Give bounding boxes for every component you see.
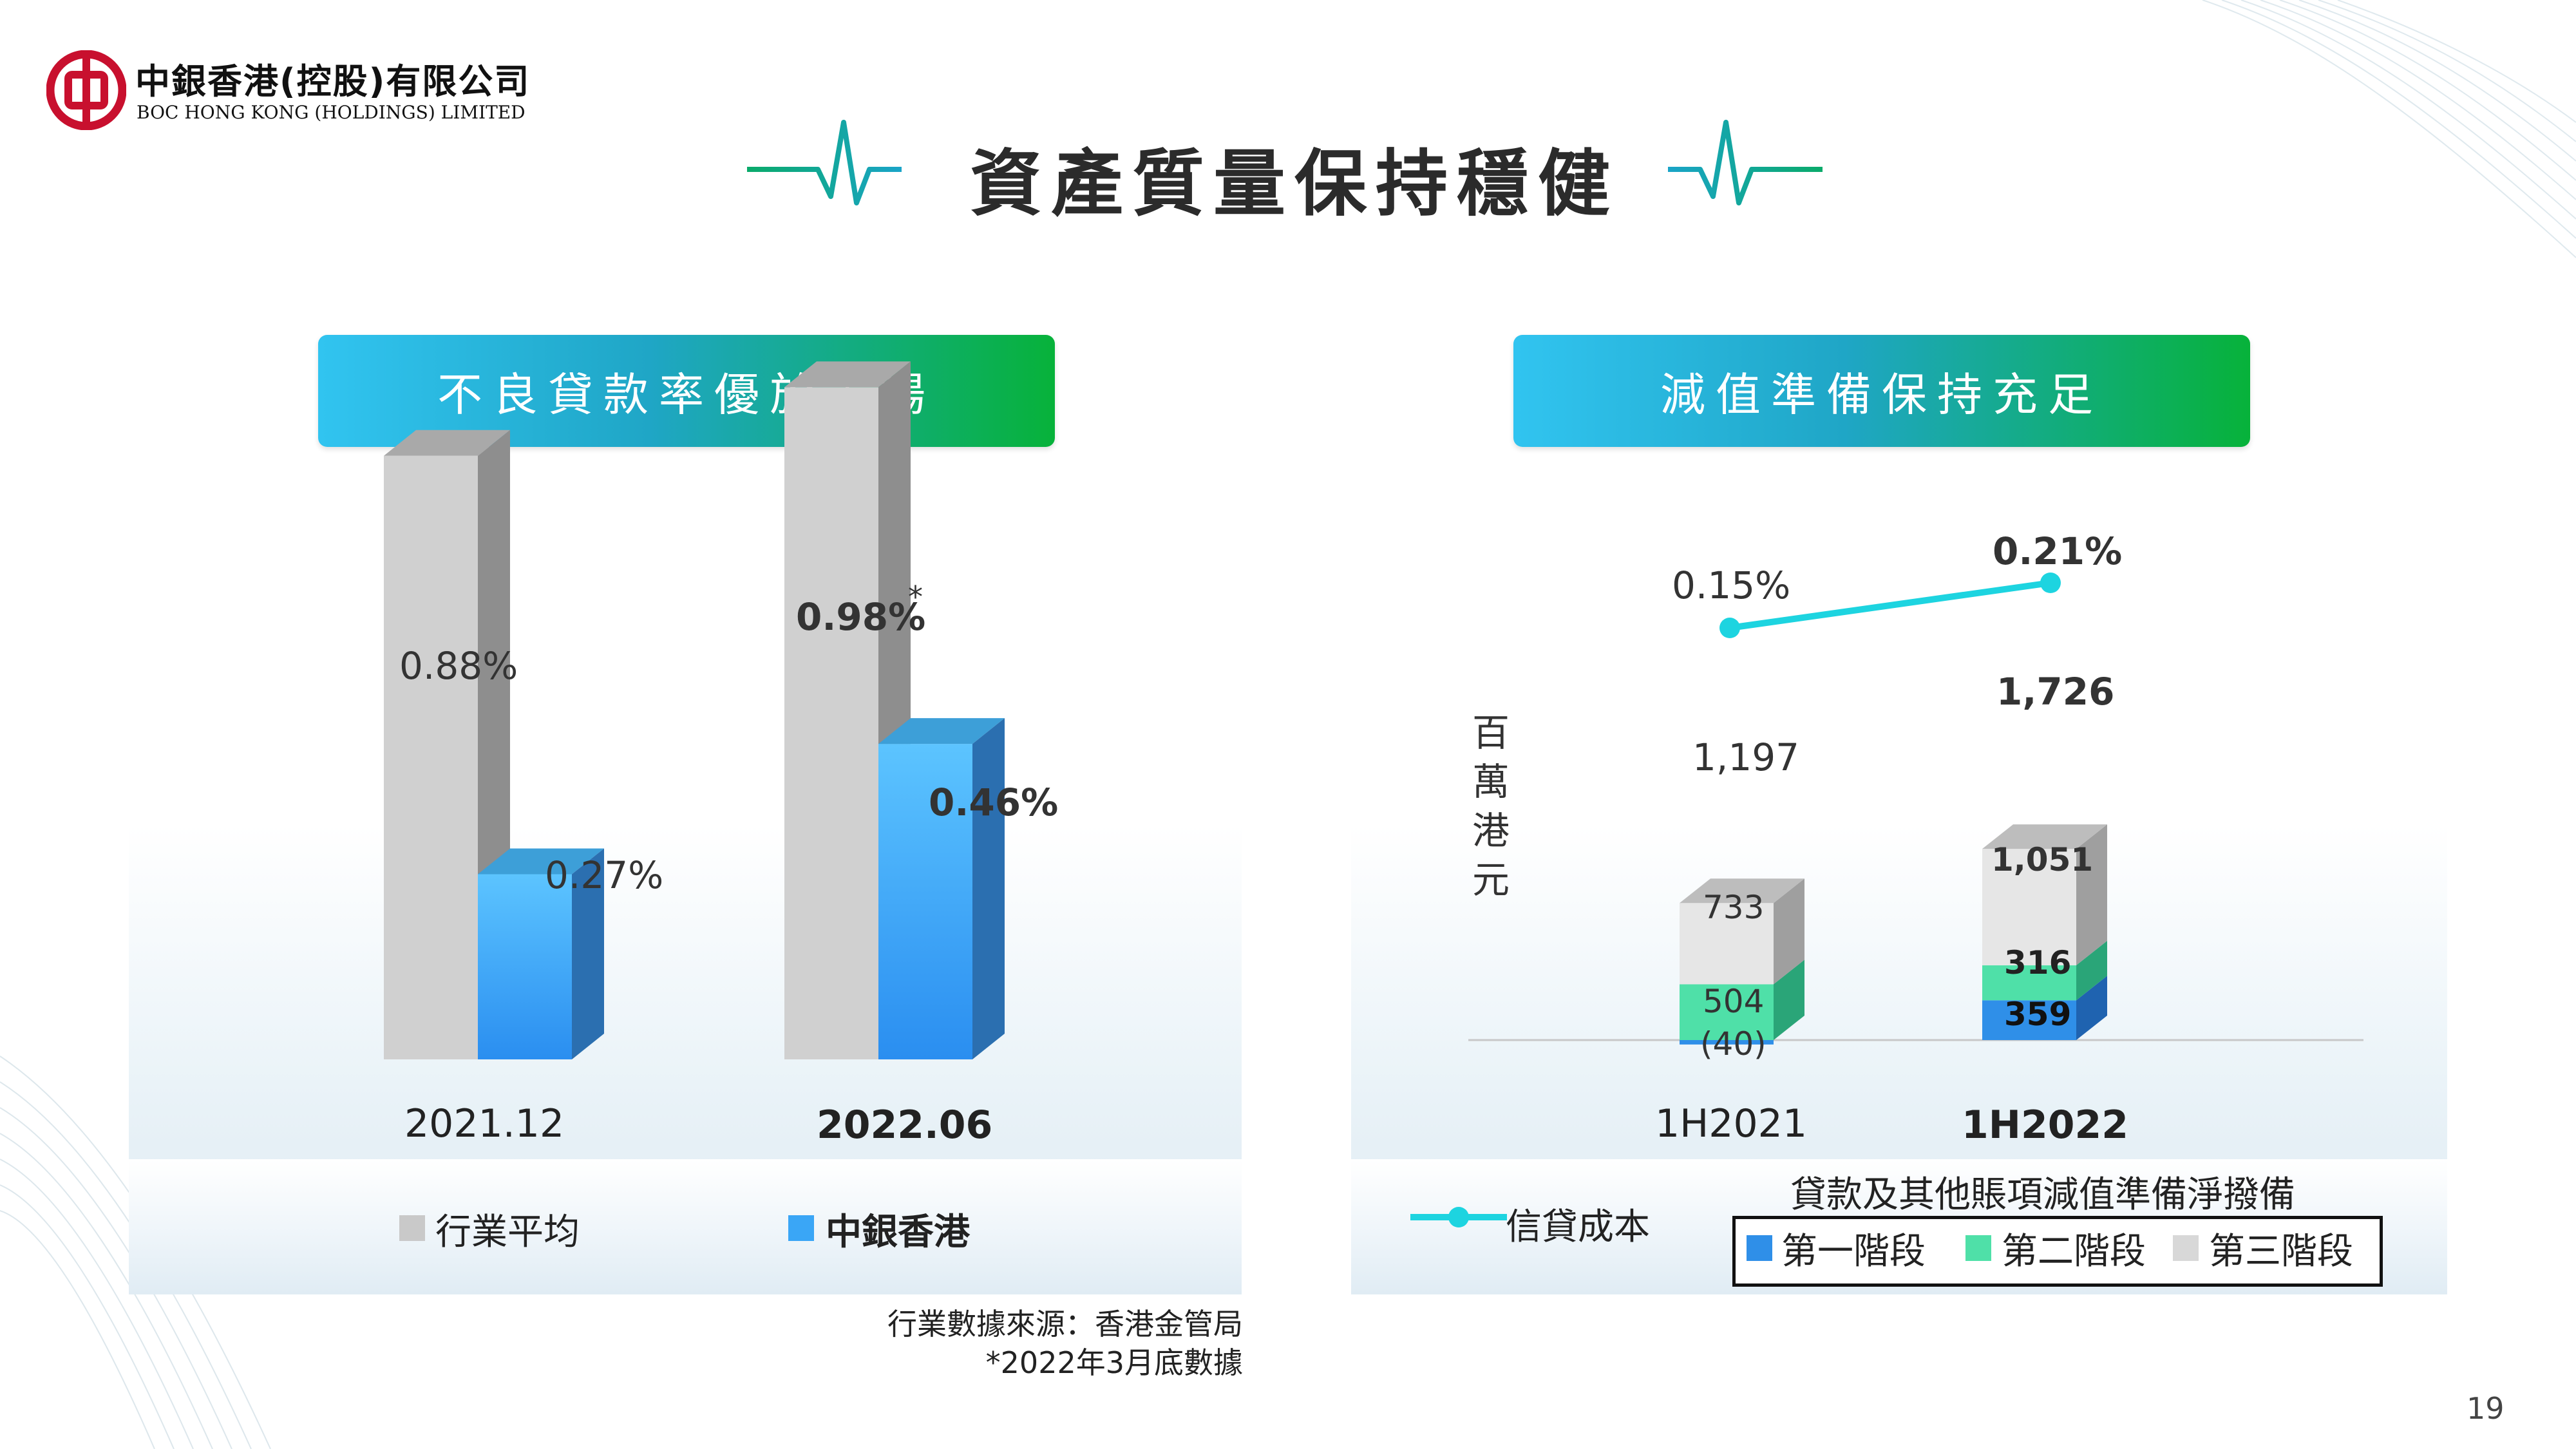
legend-credit-cost-label: 信貸成本 (1506, 1206, 1650, 1248)
legend-stage3-label: 第三階段 (2209, 1231, 2353, 1273)
pulse-icon-right (1668, 120, 1823, 205)
imp-stage2-bar-1H2022 (1982, 940, 2107, 1001)
npl-legend-strip (129, 1159, 1242, 1294)
total-1h2022-label: 1,726 (1996, 670, 2115, 714)
brand-name-cn: 中銀香港(控股)有限公司 (135, 61, 531, 102)
legend-stage2-label: 第二階段 (2002, 1231, 2146, 1273)
npl-section-banner: 不良貸款率優於市場 (318, 335, 1055, 447)
legend-credit-cost-line-icon (1410, 1207, 1507, 1227)
legend-stage2-swatch (1965, 1235, 1991, 1261)
npl-category-2022: 2022.06 (817, 1103, 993, 1148)
legend-industry-swatch (399, 1215, 425, 1241)
npl-bochk-2022-label: 0.46% (929, 781, 1059, 824)
stage1-1h2021-label: (40) (1700, 1025, 1766, 1063)
brand-name-en: BOC HONG KONG (HOLDINGS) LIMITED (137, 102, 526, 123)
total-1h2021-label: 1,197 (1692, 735, 1800, 779)
footnote-star: *2022年3月底數據 (985, 1345, 1243, 1380)
legend-impairment-title: 貸款及其他賬項減值準備淨撥備 (1790, 1174, 2295, 1216)
y-axis-unit-label: 百萬港元 (1472, 711, 1510, 902)
credit-cost-line (1729, 580, 2051, 631)
impairment-section-banner: 減值準備保持充足 (1513, 335, 2250, 447)
credit-cost-point-1H2022 (2040, 573, 2061, 593)
stage2-1h2022-label: 316 (2004, 944, 2072, 981)
npl-bochk-bar-2021.12 (478, 848, 604, 1059)
legend-bochk-label: 中銀香港 (826, 1211, 970, 1253)
decorative-wave-top-right (2202, 0, 2576, 258)
boc-logo-icon (46, 50, 126, 130)
npl-bochk-2021-label: 0.27% (545, 853, 664, 897)
imp-stage1-bar-1H2022 (1982, 976, 2107, 1040)
legend-stage3-swatch (2173, 1235, 2199, 1261)
legend-bochk-swatch (788, 1215, 814, 1241)
legend-stage1-label: 第一階段 (1781, 1231, 1926, 1273)
npl-industry-2022-label: 0.98% (796, 595, 926, 639)
decorative-wave-bottom-left (0, 1056, 271, 1449)
imp-stage1-bar-1H2021 (1680, 1040, 1774, 1045)
imp-category-1h2022: 1H2022 (1962, 1103, 2128, 1148)
npl-industry-2021-label: 0.88% (399, 644, 518, 688)
footnote-source: 行業數據來源：香港金管局 (887, 1307, 1243, 1341)
stage1-1h2022-label: 359 (2004, 996, 2072, 1033)
stage3-1h2021-label: 733 (1703, 889, 1765, 926)
credit-cost-point-1H2021 (1719, 618, 1740, 638)
npl-star-annotation: * (908, 580, 923, 614)
credit-cost-1h2022-label: 0.21% (1993, 529, 2123, 573)
imp-stage3-bar-1H2022 (1982, 824, 2107, 965)
stage3-1h2022-label: 1,051 (1991, 841, 2094, 878)
credit-cost-1h2021-label: 0.15% (1672, 564, 1791, 607)
npl-category-2021: 2021.12 (404, 1101, 565, 1146)
stage-legend-box (1732, 1216, 2383, 1287)
page-title: 資產質量保持穩健 (970, 142, 1619, 226)
legend-industry-label: 行業平均 (435, 1211, 580, 1253)
imp-stage2-bar-1H2021 (1680, 960, 1804, 1040)
stage2-1h2021-label: 504 (1703, 983, 1765, 1020)
legend-stage1-swatch (1747, 1235, 1772, 1261)
imp-stage3-bar-1H2021 (1680, 878, 1804, 985)
page-number: 19 (2467, 1391, 2505, 1426)
imp-category-1h2021: 1H2021 (1655, 1101, 1807, 1146)
pulse-icon-left (747, 120, 902, 205)
npl-bochk-bar-2022.06 (878, 718, 1005, 1059)
